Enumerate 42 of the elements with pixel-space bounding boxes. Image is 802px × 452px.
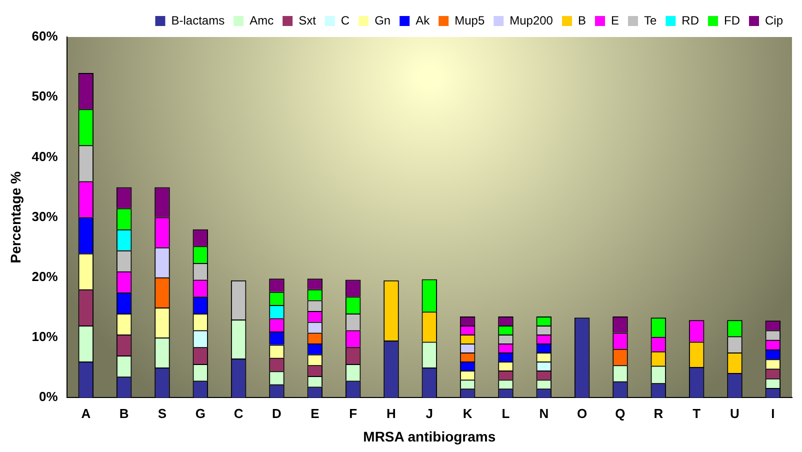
- x-tick-label: E: [310, 406, 320, 421]
- x-tick-label: S: [158, 406, 167, 421]
- x-tick-label: T: [692, 406, 701, 421]
- y-tick-label: 30%: [32, 208, 58, 224]
- legend-label: C: [340, 13, 350, 28]
- x-tick-label: J: [426, 406, 434, 421]
- y-tick-label: 20%: [32, 268, 58, 284]
- x-tick-label: K: [462, 406, 473, 421]
- x-tick-label: R: [654, 406, 664, 421]
- x-tick-label: G: [195, 406, 206, 421]
- x-tick-label: I: [771, 406, 775, 421]
- legend-label: Mup200: [510, 13, 554, 28]
- legend-label: E: [610, 13, 620, 28]
- x-tick-label: F: [349, 406, 358, 421]
- x-tick-label: L: [502, 406, 510, 421]
- legend-label: Ak: [416, 13, 431, 28]
- legend-label: FD: [724, 13, 740, 28]
- legend-label: Mup5: [454, 13, 485, 28]
- x-tick-label: U: [730, 406, 740, 421]
- x-tick-label: B: [119, 406, 129, 421]
- x-tick-label: Q: [615, 406, 626, 421]
- legend-label: Gn: [374, 13, 391, 28]
- y-axis-title: Percentage %: [7, 170, 24, 264]
- x-tick-label: A: [81, 406, 92, 421]
- x-tick-label: O: [577, 406, 588, 421]
- x-tick-label: N: [539, 406, 549, 421]
- legend-label: Amc: [250, 13, 274, 28]
- y-tick-label: 40%: [32, 148, 58, 164]
- x-tick-label: D: [272, 406, 282, 421]
- x-tick-label: H: [386, 406, 396, 421]
- x-axis-title: MRSA antibiograms: [363, 428, 496, 444]
- legend-label: Sxt: [298, 13, 317, 28]
- legend-label: Te: [644, 13, 657, 28]
- y-tick-label: 10%: [32, 329, 58, 344]
- y-tick-label: 0%: [39, 389, 58, 404]
- legend-label: Cip: [764, 13, 784, 28]
- legend-label: RD: [682, 13, 700, 28]
- legend-label: B: [578, 13, 586, 28]
- y-tick-label: 60%: [32, 28, 58, 44]
- y-tick-label: 50%: [32, 88, 58, 104]
- legend-label: B-lactams: [171, 13, 225, 28]
- x-tick-label: C: [234, 406, 244, 421]
